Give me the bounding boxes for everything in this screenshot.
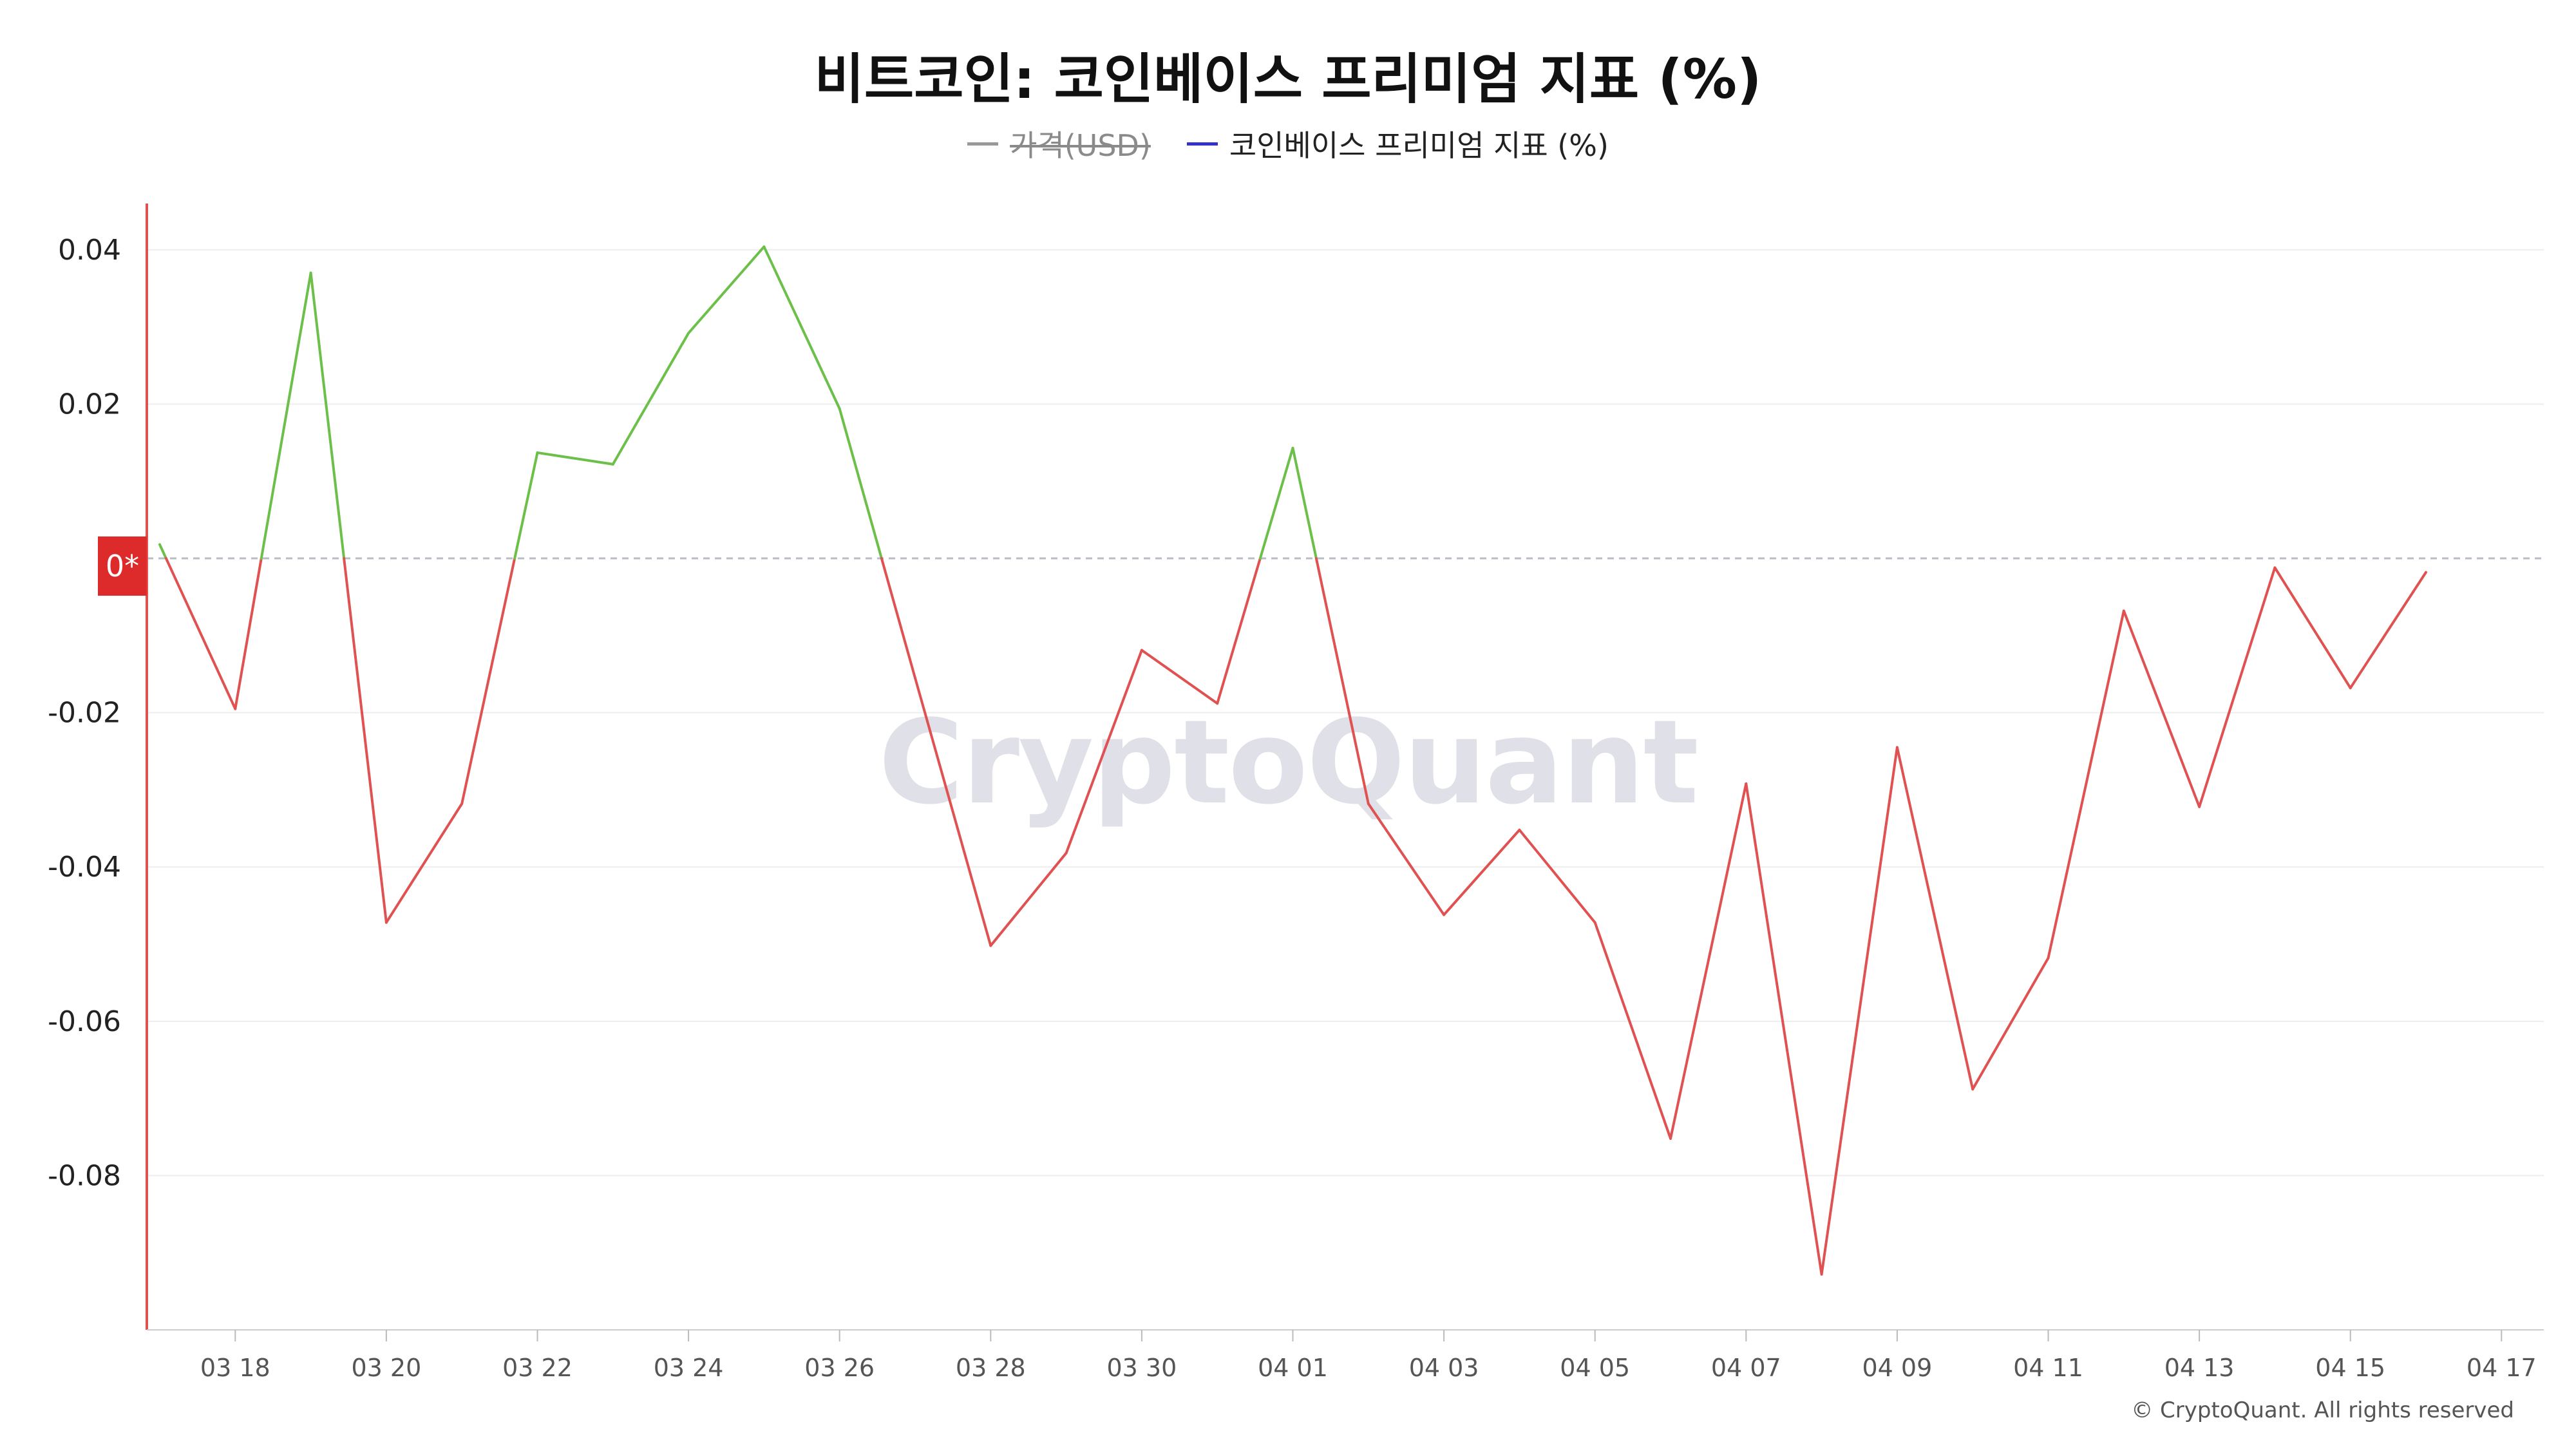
- x-tick-label: 03 30: [1107, 1354, 1177, 1382]
- watermark: CryptoQuant: [878, 696, 1699, 830]
- series-segment: [1367, 802, 1446, 916]
- series-segment: [234, 557, 263, 710]
- series-segment: [1971, 956, 2050, 1091]
- series-segment: [536, 451, 614, 466]
- series-segment: [880, 557, 916, 679]
- series-segment: [2349, 571, 2427, 690]
- x-tick-label: 04 09: [1862, 1354, 1933, 1382]
- x-tick-label: 04 01: [1258, 1354, 1328, 1382]
- x-tick-label: 04 15: [2315, 1354, 2385, 1382]
- y-tick-label: -0.06: [48, 1005, 121, 1038]
- series-segment: [1216, 557, 1262, 705]
- series-segment: [309, 271, 346, 560]
- series-segment: [1258, 446, 1294, 560]
- x-tick-label: 03 18: [200, 1354, 270, 1382]
- series-segment: [1669, 782, 1748, 1140]
- series-segment: [914, 676, 992, 947]
- series-segment: [1291, 446, 1318, 560]
- series-segment: [838, 407, 883, 560]
- series-segment: [1745, 782, 1823, 1276]
- copyright-text: © CryptoQuant. All rights reserved: [2131, 1397, 2514, 1423]
- x-tick-label: 03 20: [352, 1354, 422, 1382]
- x-tick-label: 04 05: [1560, 1354, 1630, 1382]
- y-tick-label: -0.02: [48, 697, 121, 730]
- x-tick-label: 04 07: [1711, 1354, 1781, 1382]
- x-tick-label: 04 03: [1409, 1354, 1479, 1382]
- series-segment: [1443, 828, 1521, 916]
- chart-title: 비트코인: 코인베이스 프리미엄 지표 (%): [814, 48, 1762, 111]
- legend-item-premium[interactable]: 코인베이스 프리미엄 지표 (%): [1186, 122, 1609, 165]
- x-tick-label: 03 24: [654, 1354, 724, 1382]
- series-segment: [1593, 921, 1672, 1140]
- series-segment: [2122, 609, 2201, 808]
- series-segment: [989, 851, 1068, 947]
- series-segment: [1065, 649, 1143, 855]
- x-tick-label: 03 22: [502, 1354, 573, 1382]
- legend-item-price[interactable]: 가격(USD): [967, 122, 1151, 165]
- series-segment: [2273, 566, 2352, 690]
- series-segment: [1314, 557, 1370, 806]
- legend: 가격(USD) 코인베이스 프리미엄 지표 (%): [0, 122, 2576, 165]
- y-tick-label: 0.04: [58, 234, 121, 267]
- x-tick-label: 03 28: [956, 1354, 1026, 1382]
- y-tick-label: 0.02: [58, 388, 121, 421]
- series-segment: [1820, 746, 1899, 1276]
- y-tick-label: -0.04: [48, 851, 121, 884]
- series-segment: [2198, 566, 2277, 808]
- y-tick-label: -0.08: [48, 1159, 121, 1192]
- x-tick-label: 04 11: [2013, 1354, 2083, 1382]
- series-segment: [687, 245, 766, 335]
- series-segment: [384, 802, 464, 924]
- series-segment: [762, 245, 841, 410]
- series-segment: [1140, 649, 1219, 705]
- zero-label-box: [98, 536, 147, 596]
- x-tick-label: 04 13: [2164, 1354, 2235, 1382]
- series-segment: [158, 543, 167, 560]
- series-segment: [2047, 609, 2125, 960]
- series-segment: [460, 557, 516, 806]
- series-segment: [1895, 746, 1975, 1091]
- x-tick-label: 03 26: [804, 1354, 875, 1382]
- zero-label: 0*: [106, 549, 139, 583]
- legend-swatch-price: [967, 142, 999, 146]
- series-segment: [611, 332, 690, 466]
- x-tick-label: 04 17: [2467, 1354, 2537, 1382]
- series-segment: [164, 557, 237, 710]
- series-segment: [260, 271, 312, 560]
- series-segment: [1518, 828, 1596, 924]
- legend-label-premium: 코인베이스 프리미엄 지표 (%): [1229, 128, 1609, 163]
- legend-swatch-premium: [1186, 142, 1218, 146]
- legend-label-price: 가격(USD): [1010, 128, 1151, 163]
- series-segment: [513, 451, 539, 560]
- series-segment: [343, 557, 388, 924]
